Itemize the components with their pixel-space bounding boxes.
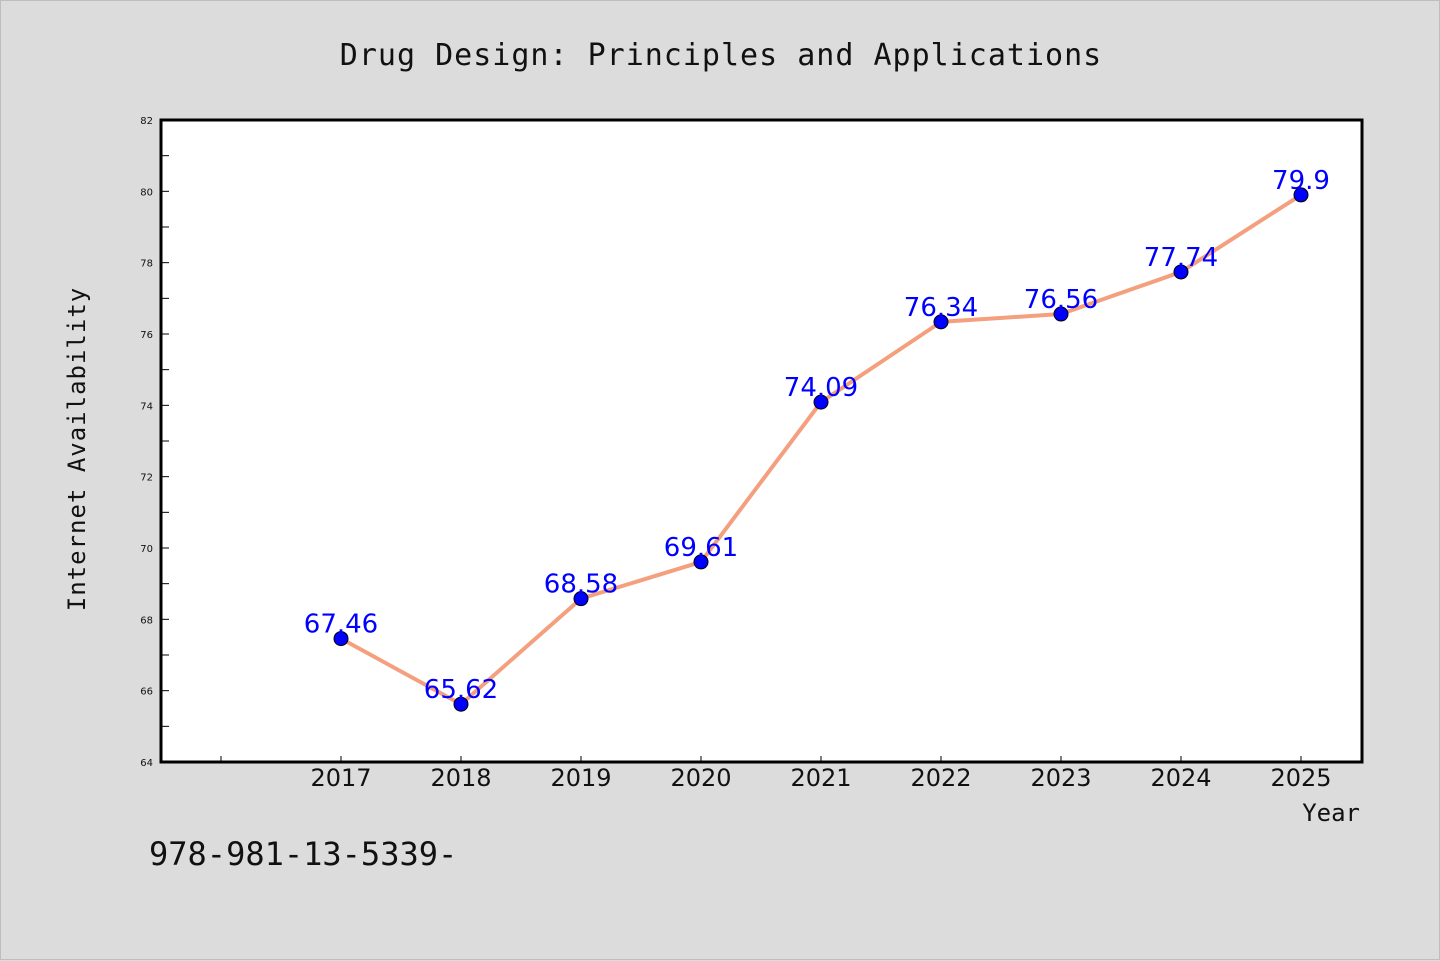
data-point-label: 74.09 <box>784 373 858 403</box>
chart-title: Drug Design: Principles and Applications <box>340 38 1102 73</box>
x-tick-label: 2023 <box>1030 764 1091 792</box>
footer-text: 978-981-13-5339- <box>149 835 457 873</box>
x-tick-label: 2021 <box>790 764 851 792</box>
data-series <box>333 187 1309 712</box>
x-tick-label: 2025 <box>1270 764 1331 792</box>
data-point-marker <box>1053 306 1069 322</box>
data-point-label: 69.61 <box>664 533 738 563</box>
data-point-marker <box>573 591 589 607</box>
data-point-marker <box>1173 264 1189 280</box>
data-point-marker <box>1293 187 1309 203</box>
data-point-marker <box>693 554 709 570</box>
y-tick-label: 64 <box>140 758 153 769</box>
data-point-label: 76.56 <box>1024 285 1098 315</box>
data-point-label: 68.58 <box>544 570 618 600</box>
y-tick-label: 82 <box>140 116 153 127</box>
x-axis-label: Year <box>1302 799 1360 827</box>
data-point-label: 67.46 <box>304 610 378 640</box>
plot-area <box>159 118 1364 764</box>
data-point-marker <box>933 314 949 330</box>
data-point-label: 77.74 <box>1144 243 1218 273</box>
x-tick-label: 2022 <box>910 764 971 792</box>
y-tick-label: 76 <box>140 330 153 341</box>
y-tick-label: 72 <box>140 473 153 484</box>
y-tick-label: 68 <box>140 615 153 626</box>
data-point-label: 79.9 <box>1272 166 1330 196</box>
x-tick-label: 2019 <box>550 764 611 792</box>
y-axis: 64 66 68 70 72 74 76 78 80 82 <box>140 116 169 769</box>
data-point-marker <box>813 394 829 410</box>
y-tick-label: 70 <box>140 544 153 555</box>
data-point-marker <box>333 631 349 647</box>
x-tick-label: 2020 <box>670 764 731 792</box>
y-tick-label: 66 <box>140 687 153 698</box>
x-axis: 2017 2018 2019 2020 2021 2022 2023 2024 2025 <box>220 756 1332 792</box>
y-tick-label: 80 <box>140 187 153 198</box>
y-tick-label: 78 <box>140 259 153 270</box>
y-tick-label: 74 <box>140 401 153 412</box>
data-labels: 67.46 65.62 68.58 69.61 74.09 76.34 76.56 77.74… <box>304 166 1330 705</box>
data-point-marker <box>453 696 469 712</box>
data-point-label: 65.62 <box>424 675 498 705</box>
data-point-label: 76.34 <box>904 293 978 323</box>
x-tick-label: 2017 <box>310 764 371 792</box>
y-axis-label: Internet Availability <box>63 287 91 611</box>
x-tick-label: 2024 <box>1150 764 1211 792</box>
x-tick-label: 2018 <box>430 764 491 792</box>
